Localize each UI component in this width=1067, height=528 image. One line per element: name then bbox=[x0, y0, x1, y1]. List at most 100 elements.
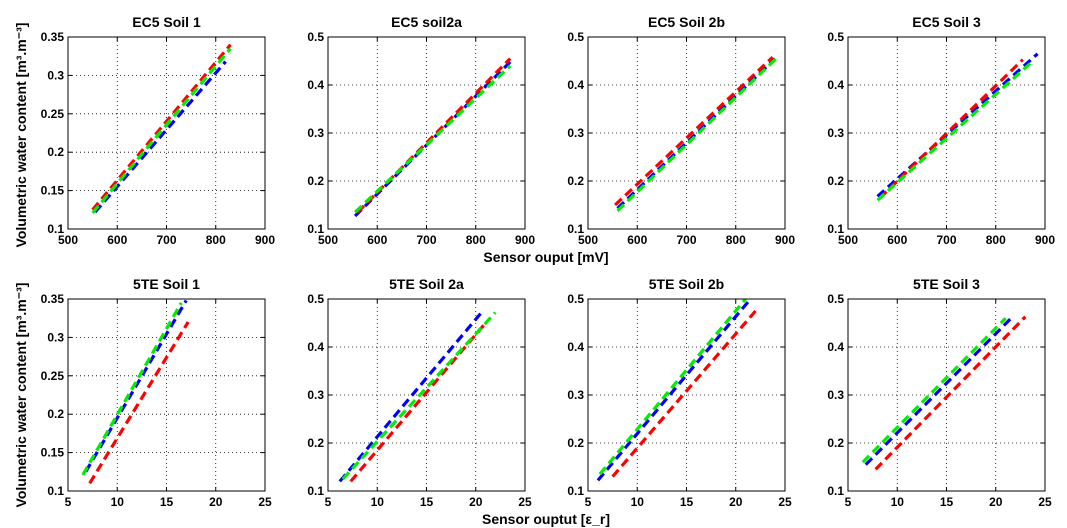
y-tick-label: 0.5 bbox=[567, 30, 584, 44]
x-tick-label: 800 bbox=[466, 233, 486, 247]
y-tick-label: 0.3 bbox=[567, 388, 584, 402]
y-tick-label: 0.4 bbox=[307, 340, 324, 354]
x-tick-label: 5 bbox=[325, 495, 332, 509]
y-tick-label: 0.15 bbox=[41, 446, 65, 460]
chart-title: 5TE Soil 2b bbox=[649, 276, 724, 292]
x-tick-label: 15 bbox=[160, 495, 174, 509]
y-tick-label: 0.5 bbox=[307, 30, 324, 44]
chart-title: EC5 Soil 1 bbox=[132, 14, 201, 30]
x-tick-label: 25 bbox=[518, 495, 532, 509]
chart-panel: 5 10 15 20 25 0.1 0.2 0.3 0.4 0.5 5TE Soil 3 bbox=[827, 276, 1052, 509]
series-line bbox=[349, 321, 487, 483]
series-line bbox=[91, 43, 232, 211]
x-tick-label: 800 bbox=[206, 233, 226, 247]
chart-title: 5TE Soil 3 bbox=[913, 276, 980, 292]
y-tick-label: 0.25 bbox=[41, 107, 65, 121]
chart-panel: 500 600 700 800 900 0.1 0.2 0.3 0.4 0.5 EC5 soil2a bbox=[307, 14, 535, 247]
series-group bbox=[876, 52, 1039, 202]
y-tick-label: 0.3 bbox=[827, 126, 844, 140]
y-tick-label: 0.3 bbox=[47, 330, 64, 344]
y-tick-label: 0.35 bbox=[41, 30, 65, 44]
y-tick-label: 0.2 bbox=[827, 436, 844, 450]
series-line bbox=[864, 314, 1015, 466]
y-tick-label: 0.4 bbox=[567, 78, 584, 92]
y-tick-label: 0.15 bbox=[41, 184, 65, 198]
y-tick-label: 0.25 bbox=[41, 369, 65, 383]
x-tick-label: 10 bbox=[371, 495, 385, 509]
x-tick-label: 900 bbox=[515, 233, 535, 247]
series-line bbox=[616, 56, 779, 212]
series-line bbox=[598, 299, 747, 476]
y-tick-label: 0.3 bbox=[567, 126, 584, 140]
x-tick-label: 500 bbox=[318, 233, 338, 247]
chart-panel: 5 10 15 20 25 0.1 0.2 0.3 0.4 0.5 5TE Soil 2a bbox=[307, 276, 532, 509]
y-tick-label: 0.5 bbox=[827, 30, 844, 44]
chart-panel: 5 10 15 20 25 0.1 0.15 0.2 0.25 0.3 0.35 5TE Soil 1 bbox=[41, 276, 272, 509]
series-line bbox=[861, 317, 1007, 464]
y-tick-label: 0.3 bbox=[307, 388, 324, 402]
x-tick-label: 900 bbox=[775, 233, 795, 247]
x-tick-label: 500 bbox=[58, 233, 78, 247]
x-tick-label: 600 bbox=[887, 233, 907, 247]
series-line bbox=[91, 47, 232, 214]
y-tick-label: 0.2 bbox=[567, 174, 584, 188]
series-group bbox=[353, 57, 512, 218]
y-tick-label: 0.2 bbox=[47, 145, 64, 159]
y-tick-label: 0.2 bbox=[827, 174, 844, 188]
y-tick-label: 0.1 bbox=[47, 222, 64, 236]
y-tick-label: 0.2 bbox=[567, 436, 584, 450]
chart-title: EC5 Soil 3 bbox=[912, 14, 981, 30]
y-tick-label: 0.2 bbox=[47, 407, 64, 421]
x-tick-label: 10 bbox=[111, 495, 125, 509]
chart-panel: 500 600 700 800 900 0.1 0.2 0.3 0.4 0.5 EC5 Soil 2… bbox=[567, 14, 795, 247]
chart-title: EC5 soil2a bbox=[391, 14, 462, 30]
y-tick-label: 0.5 bbox=[567, 292, 584, 306]
series-group bbox=[596, 299, 757, 482]
series-group bbox=[614, 56, 779, 212]
y-axis-label-bottom: Volumetric water content [m³.m⁻³] bbox=[13, 283, 29, 508]
series-line bbox=[876, 62, 1032, 202]
y-tick-label: 0.1 bbox=[307, 222, 324, 236]
x-tick-label: 10 bbox=[631, 495, 645, 509]
x-axis-label-bottom: Sensor ouptut [ε_r] bbox=[482, 511, 610, 527]
x-tick-label: 25 bbox=[1038, 495, 1052, 509]
series-group bbox=[91, 43, 232, 214]
y-tick-label: 0.1 bbox=[47, 484, 64, 498]
series-line bbox=[338, 312, 482, 483]
y-tick-label: 0.1 bbox=[827, 484, 844, 498]
x-tick-label: 500 bbox=[838, 233, 858, 247]
x-tick-label: 25 bbox=[258, 495, 272, 509]
y-tick-label: 0.2 bbox=[307, 174, 324, 188]
x-tick-label: 20 bbox=[729, 495, 743, 509]
x-tick-label: 600 bbox=[107, 233, 127, 247]
x-tick-label: 15 bbox=[940, 495, 954, 509]
series-group bbox=[861, 314, 1027, 471]
x-tick-label: 800 bbox=[726, 233, 746, 247]
series-line bbox=[874, 315, 1027, 471]
y-tick-label: 0.3 bbox=[47, 68, 64, 82]
series-line bbox=[356, 57, 512, 214]
y-tick-label: 0.2 bbox=[307, 436, 324, 450]
y-tick-label: 0.1 bbox=[567, 222, 584, 236]
series-line bbox=[88, 321, 190, 485]
series-line bbox=[596, 299, 752, 482]
x-tick-label: 600 bbox=[367, 233, 387, 247]
series-line bbox=[354, 64, 512, 214]
series-line bbox=[611, 309, 757, 478]
series-line bbox=[616, 57, 777, 210]
x-tick-label: 700 bbox=[936, 233, 956, 247]
y-tick-label: 0.5 bbox=[307, 292, 324, 306]
chart-title: 5TE Soil 1 bbox=[133, 276, 200, 292]
chart-panel: 5 10 15 20 25 0.1 0.2 0.3 0.4 0.5 5TE Soil 2b bbox=[567, 276, 792, 509]
x-tick-label: 10 bbox=[891, 495, 905, 509]
x-tick-label: 20 bbox=[469, 495, 483, 509]
y-tick-label: 0.3 bbox=[307, 126, 324, 140]
x-tick-label: 5 bbox=[65, 495, 72, 509]
y-tick-label: 0.1 bbox=[567, 484, 584, 498]
y-tick-label: 0.3 bbox=[827, 388, 844, 402]
chart-panel: 500 600 700 800 900 0.1 0.15 0.2 0.25 0.3 0.35 EC5 … bbox=[41, 14, 276, 247]
series-line bbox=[93, 60, 227, 214]
chart-panel: 500 600 700 800 900 0.1 0.2 0.3 0.4 0.5 EC5 Soil 3 bbox=[827, 14, 1055, 247]
y-tick-label: 0.35 bbox=[41, 292, 65, 306]
